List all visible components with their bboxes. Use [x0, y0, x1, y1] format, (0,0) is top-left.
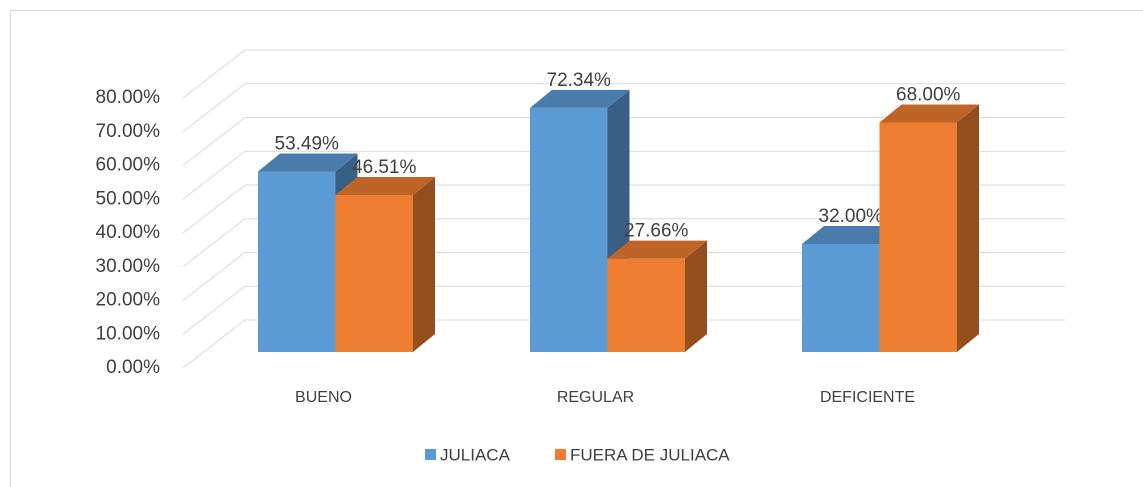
x-tick-label: BUENO: [295, 389, 352, 406]
y-tick-label: 0.00%: [106, 357, 160, 378]
grid-line: [182, 117, 1065, 166]
y-tick-label: 10.00%: [96, 323, 161, 344]
x-tick-label: REGULAR: [557, 389, 634, 406]
data-label: 27.66%: [624, 221, 689, 242]
bar-face: [530, 89, 630, 108]
x-tick-label: DEFICIENTE: [820, 389, 915, 406]
grid-line: [182, 218, 1065, 268]
bar-face: [258, 171, 336, 352]
y-tick-label: 30.00%: [96, 256, 161, 277]
y-tick-label: 60.00%: [96, 155, 161, 176]
bar: [607, 240, 707, 352]
bar: [335, 177, 435, 352]
bar-face: [879, 122, 957, 352]
bar-face: [335, 195, 413, 352]
y-tick-label: 40.00%: [96, 222, 161, 243]
y-tick-label: 20.00%: [96, 290, 161, 311]
data-label: 53.49%: [275, 133, 340, 154]
bar-face: [335, 177, 435, 196]
bar-face: [802, 244, 880, 352]
grid-line: [182, 184, 1065, 234]
bar-face: [413, 177, 435, 352]
grid-line: [182, 150, 1065, 200]
y-tick-label: 80.00%: [96, 87, 161, 108]
y-tick-label: 70.00%: [96, 121, 161, 142]
bar-face: [957, 104, 979, 352]
bar: [879, 104, 979, 352]
bar-face: [607, 240, 707, 259]
legend-swatch: [425, 449, 436, 460]
grid-line: [182, 83, 1065, 133]
grid-line: [182, 252, 1065, 301]
data-label: 46.51%: [352, 157, 417, 178]
grid-line: [182, 319, 1065, 369]
grid-line: [182, 49, 1065, 99]
bar-face: [879, 104, 979, 123]
legend-swatch: [555, 449, 566, 460]
data-label: 72.34%: [547, 70, 612, 91]
bar-face: [802, 226, 902, 244]
y-tick-label: 50.00%: [96, 188, 161, 209]
legend-label: JULIACA: [440, 445, 511, 464]
bar-face: [258, 153, 358, 172]
data-label: 32.00%: [819, 206, 884, 227]
bar-face: [685, 240, 707, 352]
legend-label: FUERA DE JULIACA: [570, 445, 730, 464]
bar-face: [607, 258, 685, 352]
bar-face: [530, 107, 608, 352]
data-label: 68.00%: [896, 85, 961, 106]
grid-line: [182, 285, 1065, 335]
